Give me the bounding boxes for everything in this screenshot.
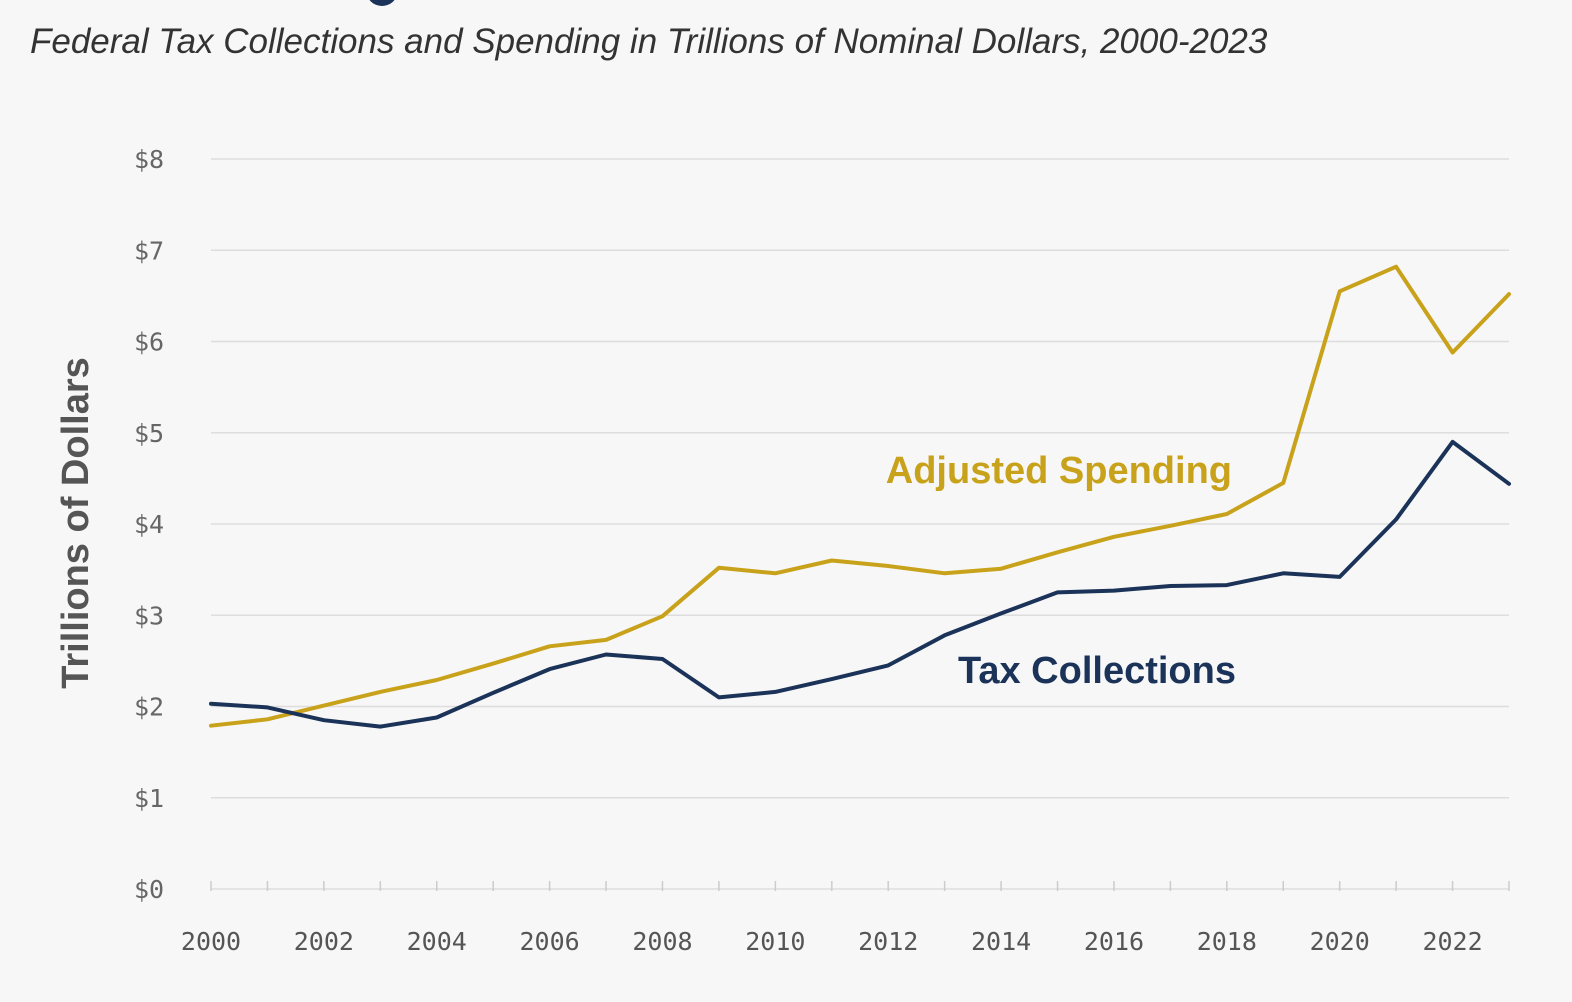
series-line-tax-collections — [209, 439, 1511, 729]
logo-fragment-icon — [366, 0, 398, 6]
y-axis-label: Trillions of Dollars — [55, 357, 97, 689]
y-axis-ticks: $0 $1 $2 $3 $4 $5 $6 $7 $8 — [134, 145, 164, 904]
y-tick-label: $4 — [134, 510, 164, 539]
x-axis-ticks: 2000 2002 2004 2006 2008 2010 2012 2014 2016 2018… — [181, 881, 1510, 956]
y-tick-label: $6 — [134, 328, 164, 357]
x-tick-label: 2006 — [519, 927, 579, 956]
x-tick-label: 2010 — [745, 927, 805, 956]
chart-subtitle: Federal Tax Collections and Spending in … — [30, 22, 1268, 61]
x-tick-label: 2008 — [632, 927, 692, 956]
y-tick-label: $7 — [134, 236, 164, 265]
x-tick-label: 2022 — [1422, 927, 1482, 956]
x-tick-label: 2020 — [1310, 927, 1370, 956]
x-tick-label: 2002 — [294, 927, 354, 956]
y-tick-label: $1 — [134, 784, 164, 813]
y-tick-label: $5 — [134, 419, 164, 448]
grid-lines — [211, 158, 1509, 890]
y-tick-label: $8 — [134, 145, 164, 174]
x-tick-label: 2012 — [858, 927, 918, 956]
y-tick-label: $3 — [134, 601, 164, 630]
y-tick-label: $2 — [134, 693, 164, 722]
y-tick-label: $0 — [134, 875, 164, 904]
series-lines — [209, 264, 1511, 729]
series-line-adjusted-spending — [209, 264, 1511, 728]
x-tick-label: 2014 — [971, 927, 1031, 956]
series-label-adjusted-spending: Adjusted Spending — [886, 450, 1232, 492]
x-tick-label: 2000 — [181, 927, 241, 956]
x-tick-label: 2004 — [407, 927, 467, 956]
x-tick-label: 2018 — [1197, 927, 1257, 956]
series-label-tax-collections: Tax Collections — [958, 650, 1236, 692]
x-tick-label: 2016 — [1084, 927, 1144, 956]
